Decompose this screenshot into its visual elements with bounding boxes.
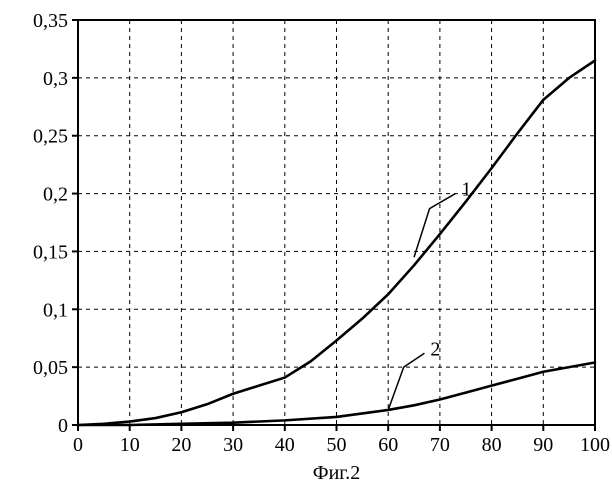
x-tick-label: 10 (120, 434, 140, 456)
y-tick-label: 0,1 (43, 299, 68, 321)
x-tick-label: 30 (223, 434, 243, 456)
x-tick-label: 60 (378, 434, 398, 456)
x-tick-label: 40 (275, 434, 295, 456)
x-tick-label: 20 (171, 434, 191, 456)
y-tick-label: 0 (58, 415, 68, 437)
curve-2-label: 2 (430, 338, 440, 360)
y-tick-label: 0,15 (33, 241, 68, 263)
line-chart: 0 10 20 30 40 50 60 70 80 90 100 0 0,05 0,1 0,15 0,2 0,2… (0, 0, 612, 500)
curve-1-label: 1 (461, 179, 471, 201)
y-tick-label: 0,25 (33, 126, 68, 148)
x-tick-label: 80 (482, 434, 502, 456)
x-tick-label: 90 (533, 434, 553, 456)
y-tick-label: 0,35 (33, 10, 68, 32)
x-tick-label: 50 (327, 434, 347, 456)
x-tick-label: 70 (430, 434, 450, 456)
chart-container: 0 10 20 30 40 50 60 70 80 90 100 0 0,05 0,1 0,15 0,2 0,2… (0, 0, 612, 500)
y-tick-label: 0,2 (43, 184, 68, 206)
y-tick-label: 0,3 (43, 68, 68, 90)
y-tick-label: 0,05 (33, 357, 68, 379)
figure-caption: Фиг.2 (313, 462, 360, 484)
x-tick-label: 100 (580, 434, 610, 456)
x-tick-label: 0 (73, 434, 83, 456)
